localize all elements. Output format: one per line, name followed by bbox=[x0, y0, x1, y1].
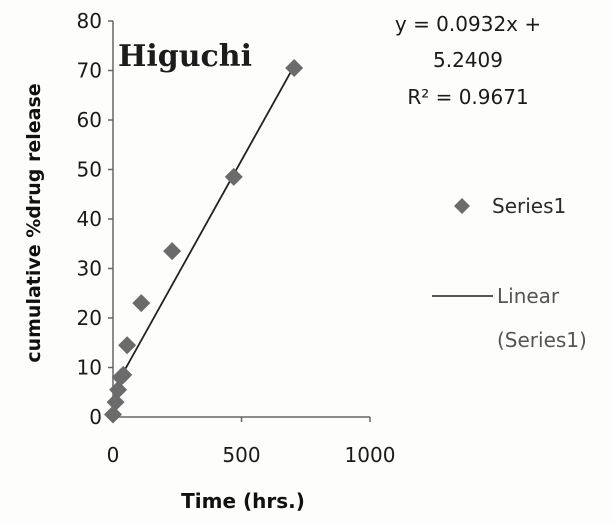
y-tick-label: 0 bbox=[89, 405, 102, 429]
y-tick-label: 20 bbox=[77, 306, 102, 330]
trendline bbox=[112, 65, 295, 392]
data-point bbox=[106, 393, 125, 412]
trendline-group bbox=[112, 65, 295, 392]
y-tick-label: 80 bbox=[77, 9, 102, 33]
trendline-equation-line2: 5.2409 bbox=[433, 48, 503, 72]
trendline-r-squared: R² = 0.9671 bbox=[407, 85, 528, 109]
y-tick-label: 70 bbox=[77, 59, 102, 83]
y-axis-ticks: 0 10 20 30 40 50 60 70 80 bbox=[77, 9, 113, 429]
data-point bbox=[109, 380, 128, 399]
data-point bbox=[285, 59, 304, 78]
legend-trendline-label-line1: Linear bbox=[497, 284, 560, 308]
x-tick-label: 1000 bbox=[345, 443, 396, 467]
data-point bbox=[118, 336, 137, 355]
data-points bbox=[104, 59, 304, 424]
data-point bbox=[114, 365, 133, 384]
legend: Series1 Linear (Series1) bbox=[432, 194, 587, 352]
legend-diamond-marker bbox=[454, 198, 470, 214]
data-point bbox=[104, 405, 122, 424]
data-point bbox=[163, 242, 182, 261]
x-axis-ticks: 0 500 1000 bbox=[107, 417, 396, 467]
y-tick-label: 50 bbox=[77, 158, 102, 182]
x-tick-label: 0 bbox=[107, 443, 120, 467]
y-tick-label: 40 bbox=[77, 207, 102, 231]
legend-trendline-label-line2: (Series1) bbox=[497, 328, 587, 352]
x-tick-label: 500 bbox=[222, 443, 260, 467]
x-axis-title: Time (hrs.) bbox=[181, 489, 305, 513]
y-tick-label: 30 bbox=[77, 257, 102, 281]
y-tick-label: 10 bbox=[77, 356, 102, 380]
y-tick-label: 60 bbox=[77, 108, 102, 132]
data-point bbox=[224, 167, 243, 186]
trendline-equation-line1: y = 0.0932x + bbox=[395, 12, 541, 36]
chart-title: Higuchi bbox=[118, 39, 252, 74]
legend-series1-label: Series1 bbox=[492, 194, 566, 218]
data-point bbox=[132, 294, 151, 313]
y-axis-title: cumulative %drug release bbox=[23, 83, 45, 362]
